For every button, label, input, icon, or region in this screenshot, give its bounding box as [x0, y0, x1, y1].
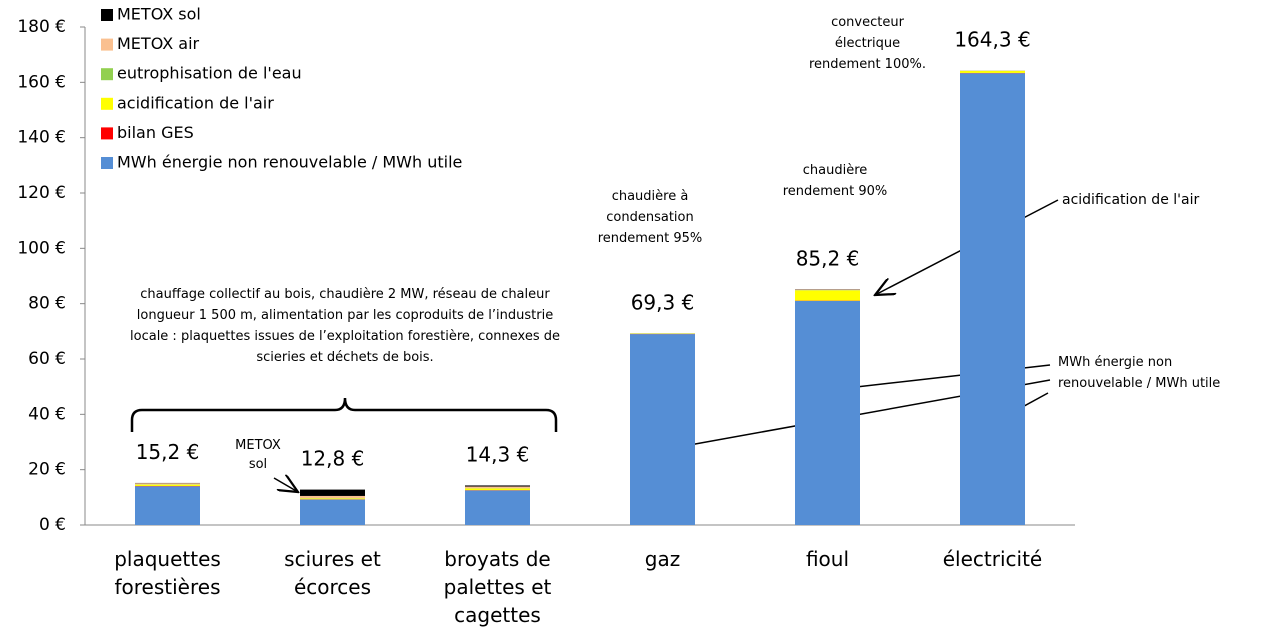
bar-segment: [795, 290, 860, 301]
total-label: 12,8 €: [301, 447, 365, 471]
legend-label: bilan GES: [117, 123, 194, 142]
x-tick-label: plaquettes forestières: [114, 547, 221, 599]
legend-label: METOX sol: [117, 5, 201, 24]
legend-box: [95, 0, 545, 180]
bar-segment: [135, 486, 200, 525]
bar-segment: [300, 498, 365, 500]
y-tick-label: 80 €: [28, 294, 66, 314]
bar-segment: [465, 486, 530, 489]
legend-label: METOX air: [117, 34, 200, 53]
bar-segment: [465, 485, 530, 487]
y-tick-label: 0 €: [39, 515, 66, 535]
annotation: METOX sol: [235, 438, 281, 472]
brace: [130, 397, 558, 432]
legend-swatch: [101, 127, 113, 140]
total-label: 15,2 €: [136, 440, 200, 464]
bar-segment: [960, 70, 1025, 73]
annotation: chaudière rendement 90%: [782, 163, 888, 199]
y-tick-label: 100 €: [17, 238, 66, 258]
legend-swatch: [101, 68, 113, 81]
y-tick-label: 140 €: [17, 128, 66, 148]
annotation: MWh énergie non renouvelable / MWh utile: [1058, 355, 1221, 391]
legend-swatch: [101, 9, 113, 21]
x-tick-label: broyats de palettes et cagettes: [443, 547, 552, 627]
bar-segment: [465, 490, 530, 525]
legend-label: eutrophisation de l'eau: [117, 64, 302, 83]
x-tick-label: électricité: [942, 547, 1043, 571]
y-tick-label: 20 €: [28, 460, 66, 480]
y-tick-label: 180 €: [17, 17, 66, 37]
bar-segment: [300, 499, 365, 525]
bar-segment: [465, 488, 530, 491]
annotation: chaudière à condensation rendement 95%: [597, 189, 703, 246]
legend-swatch: [101, 38, 113, 51]
y-tick-label: 40 €: [28, 404, 66, 424]
total-label: 14,3 €: [466, 442, 530, 466]
annotation: chauffage collectif au bois, chaudière 2…: [130, 287, 560, 365]
bar-segment: [300, 489, 365, 496]
bar-segment: [300, 495, 365, 499]
legend-swatch: [101, 97, 113, 110]
bar-segment: [135, 484, 200, 486]
bar-segment: [795, 289, 860, 291]
annotation: convecteur électrique rendement 100%.: [809, 15, 926, 72]
legend-label: MWh énergie non renouvelable / MWh utile: [117, 153, 462, 172]
x-tick-label: gaz: [644, 547, 681, 571]
legend-label: acidification de l'air: [117, 93, 274, 112]
legend-swatch: [101, 157, 113, 169]
annotation: acidification de l'air: [1062, 192, 1200, 208]
bar-segment: [795, 300, 860, 525]
arrow: [273, 478, 298, 492]
y-tick-label: 60 €: [28, 349, 66, 369]
total-label: 69,3 €: [631, 290, 695, 314]
y-tick-label: 120 €: [17, 183, 66, 203]
bar-segment: [960, 73, 1025, 525]
bar-segment: [135, 483, 200, 485]
total-label: 164,3 €: [954, 27, 1030, 51]
y-tick-label: 160 €: [17, 72, 66, 92]
x-tick-label: sciures et écorces: [284, 547, 381, 599]
bar-segment: [630, 334, 695, 525]
x-tick-label: fioul: [805, 547, 850, 571]
total-label: 85,2 €: [796, 246, 860, 270]
